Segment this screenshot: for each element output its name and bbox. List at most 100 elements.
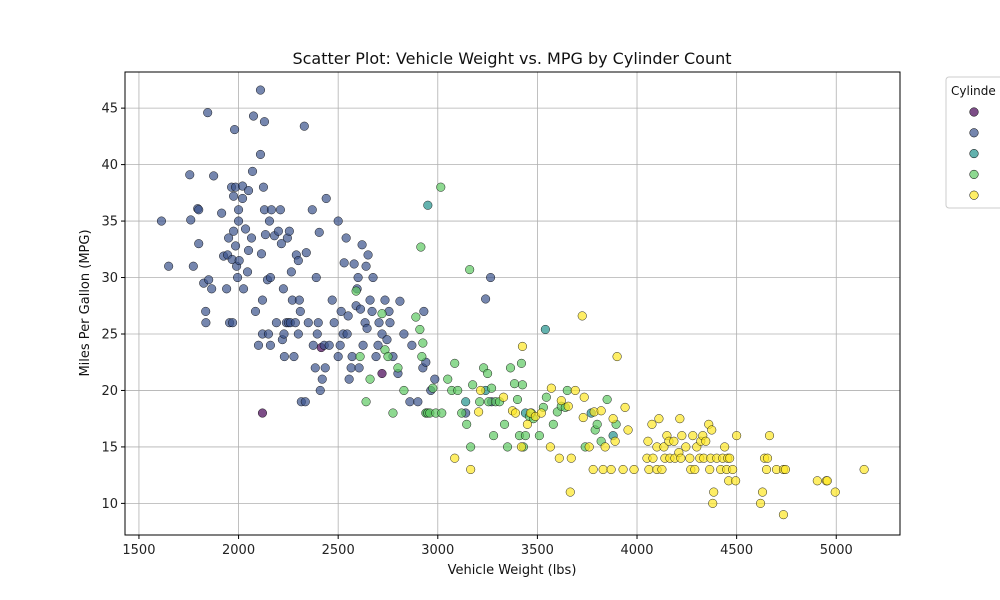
data-point <box>602 394 612 405</box>
data-point <box>510 408 521 418</box>
plot-frame <box>124 71 901 536</box>
data-point <box>259 117 270 127</box>
data-point <box>418 338 428 348</box>
legend-marker <box>969 169 979 179</box>
data-point <box>681 442 691 452</box>
data-point <box>237 193 248 204</box>
data-point <box>324 340 334 350</box>
data-point <box>489 431 499 441</box>
data-point <box>474 407 484 417</box>
data-point <box>250 306 261 316</box>
data-point <box>353 272 363 283</box>
series-4 <box>450 311 869 520</box>
data-point <box>329 318 339 328</box>
data-point <box>606 464 616 475</box>
data-point <box>336 306 346 316</box>
data-point <box>343 311 353 321</box>
data-point <box>255 85 266 95</box>
data-point <box>545 442 555 452</box>
data-point <box>243 245 254 255</box>
data-point <box>536 408 546 418</box>
data-point <box>263 329 273 339</box>
grid <box>125 72 900 535</box>
data-point <box>517 380 528 390</box>
data-point <box>757 487 768 497</box>
y-tick-label: 15 <box>101 440 118 455</box>
data-point <box>731 476 741 486</box>
data-point <box>436 182 446 192</box>
data-point <box>327 295 337 305</box>
y-tick-label: 45 <box>101 102 118 117</box>
data-point <box>279 329 289 339</box>
x-tick-label: 5000 <box>820 543 853 558</box>
data-point <box>516 442 527 452</box>
data-point <box>462 419 472 429</box>
data-point <box>243 186 254 196</box>
data-point <box>294 295 304 305</box>
data-point <box>317 374 327 384</box>
data-point <box>701 436 711 446</box>
data-point <box>647 419 657 429</box>
data-point <box>188 261 198 271</box>
data-point <box>273 226 283 236</box>
data-point <box>224 233 234 243</box>
data-point <box>584 442 594 452</box>
data-point <box>358 340 368 350</box>
data-point <box>761 464 772 475</box>
data-point <box>246 233 257 243</box>
x-tick-label: 4000 <box>620 543 653 558</box>
data-point <box>201 306 211 316</box>
data-point <box>278 284 288 294</box>
data-point <box>475 397 485 407</box>
data-point <box>565 487 575 497</box>
data-point <box>315 385 325 396</box>
data-point <box>284 226 294 236</box>
data-point <box>346 363 356 373</box>
data-point <box>341 233 351 243</box>
data-point <box>608 414 618 424</box>
data-point <box>395 296 405 306</box>
data-point <box>320 363 330 373</box>
data-point <box>365 374 375 384</box>
data-point <box>242 267 253 277</box>
data-point <box>293 256 303 266</box>
data-point <box>333 352 343 362</box>
data-point <box>265 340 275 350</box>
data-point <box>349 259 359 269</box>
y-tick-label: 30 <box>101 271 118 286</box>
data-point <box>234 205 244 215</box>
data-point <box>570 385 580 396</box>
data-point <box>612 352 622 362</box>
data-point <box>361 261 371 271</box>
data-point <box>859 464 869 475</box>
data-point <box>596 406 606 416</box>
data-point <box>388 408 398 418</box>
data-point <box>600 442 610 452</box>
data-point <box>230 125 240 135</box>
data-point <box>238 284 249 294</box>
data-point <box>363 250 373 260</box>
data-point <box>201 318 211 328</box>
data-point <box>541 392 551 402</box>
data-point <box>417 352 427 362</box>
data-point <box>534 431 544 441</box>
data-point <box>194 205 204 215</box>
data-point <box>812 476 822 486</box>
data-point <box>466 442 476 452</box>
data-point <box>276 239 286 249</box>
data-point <box>705 464 715 475</box>
data-point <box>354 363 364 373</box>
data-point <box>688 431 698 441</box>
data-point <box>204 275 214 285</box>
data-point <box>255 149 266 159</box>
data-point <box>509 379 520 389</box>
data-point <box>707 425 717 435</box>
x-tick-label: 2000 <box>222 543 255 558</box>
data-point <box>556 396 566 406</box>
chart-title: Scatter Plot: Vehicle Weight vs. MPG by … <box>292 49 731 68</box>
data-point <box>481 294 491 304</box>
data-point <box>399 329 409 339</box>
data-point <box>450 453 460 463</box>
data-point <box>217 208 227 218</box>
